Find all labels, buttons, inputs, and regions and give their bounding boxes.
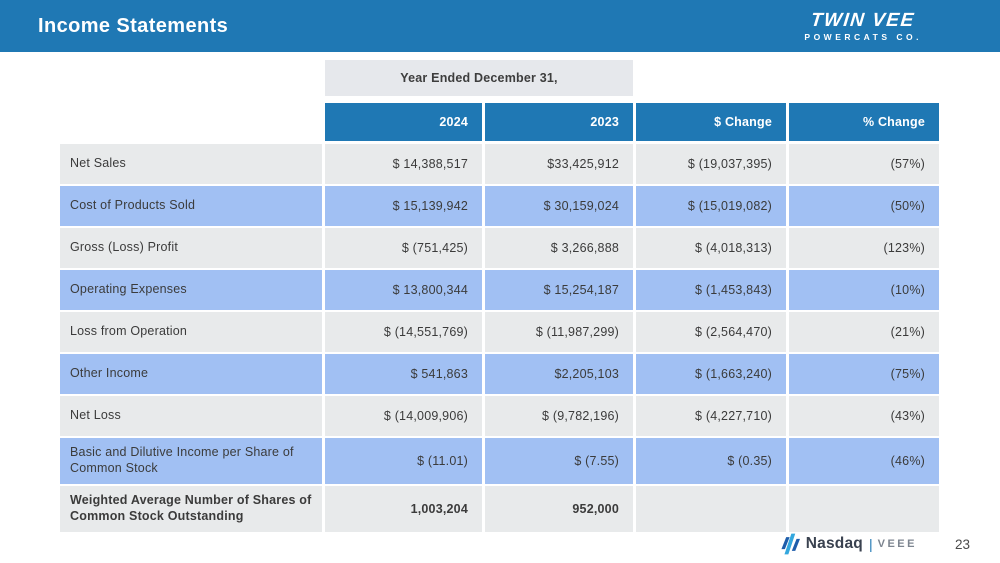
row-label: Cost of Products Sold	[60, 186, 322, 226]
cell-value: 1,003,204	[325, 486, 482, 532]
powercats-subtitle: POWERCATS CO.	[804, 31, 922, 42]
page-number: 23	[954, 536, 970, 552]
cell-value: $ (14,009,906)	[325, 396, 482, 436]
column-header-percent-change: % Change	[789, 103, 939, 141]
cell-value: $ (4,227,710)	[636, 396, 786, 436]
row-label: Operating Expenses	[60, 270, 322, 310]
table-row: Cost of Products Sold $ 15,139,942 $ 30,15…	[60, 186, 940, 226]
year-ended-header: Year Ended December 31,	[325, 60, 633, 96]
cell-value: $ (9,782,196)	[485, 396, 633, 436]
row-label: Loss from Operation	[60, 312, 322, 352]
ticker-symbol: VEEE	[877, 538, 917, 550]
twin-vee-logo: TWIN VEE POWERCATS CO.	[804, 9, 922, 42]
cell-value: $ (19,037,395)	[636, 144, 786, 184]
table-row: Gross (Loss) Profit $ (751,425) $ 3,266,88…	[60, 228, 940, 268]
cell-value: $ (1,453,843)	[636, 270, 786, 310]
row-label: Weighted Average Number of Shares of Com…	[60, 486, 322, 532]
cell-value: $2,205,103	[485, 354, 633, 394]
row-label: Gross (Loss) Profit	[60, 228, 322, 268]
page-title: Income Statements	[38, 14, 229, 37]
table-row: Net Loss $ (14,009,906) $ (9,782,196) $ (4,…	[60, 396, 940, 436]
nasdaq-divider: |	[868, 536, 873, 552]
column-header-2023: 2023	[485, 103, 633, 141]
twin-vee-wordmark: TWIN VEE	[810, 9, 917, 31]
cell-value: $ (15,019,082)	[636, 186, 786, 226]
cell-value: $ 15,254,187	[485, 270, 633, 310]
column-header-label	[60, 103, 322, 141]
cell-value: $ (11,987,299)	[485, 312, 633, 352]
cell-value	[636, 486, 786, 532]
column-header-2024: 2024	[325, 103, 482, 141]
income-statement-table: 2024 2023 $ Change % Change Net Sales $ 1…	[60, 103, 940, 534]
table-row: Net Sales $ 14,388,517 $33,425,912 $ (19,03…	[60, 144, 940, 184]
cell-value: $ (7.55)	[485, 438, 633, 484]
table-row: Weighted Average Number of Shares of Com…	[60, 486, 940, 532]
cell-value: $ (14,551,769)	[325, 312, 482, 352]
cell-value: (21%)	[789, 312, 939, 352]
cell-value: $ (11.01)	[325, 438, 482, 484]
cell-value: $ 14,388,517	[325, 144, 482, 184]
nasdaq-wordmark: Nasdaq	[805, 535, 863, 552]
row-label: Net Sales	[60, 144, 322, 184]
cell-value: (10%)	[789, 270, 939, 310]
slide-footer: Nasdaq | VEEE 23	[781, 533, 970, 555]
cell-value: $ (0.35)	[636, 438, 786, 484]
cell-value: (57%)	[789, 144, 939, 184]
cell-value: $ (1,663,240)	[636, 354, 786, 394]
income-table-body: Net Sales $ 14,388,517 $33,425,912 $ (19,03…	[60, 144, 940, 532]
cell-value: (46%)	[789, 438, 939, 484]
column-header-dollar-change: $ Change	[636, 103, 786, 141]
cell-value: $ 13,800,344	[325, 270, 482, 310]
table-header-row: 2024 2023 $ Change % Change	[60, 103, 940, 141]
row-label: Other Income	[60, 354, 322, 394]
cell-value: $ (751,425)	[325, 228, 482, 268]
cell-value: (43%)	[789, 396, 939, 436]
table-row: Basic and Dilutive Income per Share of C…	[60, 438, 940, 484]
cell-value: (50%)	[789, 186, 939, 226]
row-label: Net Loss	[60, 396, 322, 436]
cell-value: (75%)	[789, 354, 939, 394]
cell-value: 952,000	[485, 486, 633, 532]
cell-value: $ 15,139,942	[325, 186, 482, 226]
cell-value	[789, 486, 939, 532]
cell-value: $ (2,564,470)	[636, 312, 786, 352]
slide-title-bar: Income Statements TWIN VEE POWERCATS CO.	[0, 0, 1000, 52]
cell-value: (123%)	[789, 228, 939, 268]
row-label: Basic and Dilutive Income per Share of C…	[60, 438, 322, 484]
cell-value: $ (4,018,313)	[636, 228, 786, 268]
cell-value: $33,425,912	[485, 144, 633, 184]
cell-value: $ 30,159,024	[485, 186, 633, 226]
nasdaq-icon	[781, 533, 800, 555]
cell-value: $ 3,266,888	[485, 228, 633, 268]
table-row: Loss from Operation $ (14,551,769) $ (11,9…	[60, 312, 940, 352]
nasdaq-logo: Nasdaq | VEEE	[781, 533, 917, 555]
table-row: Operating Expenses $ 13,800,344 $ 15,254,1…	[60, 270, 940, 310]
table-row: Other Income $ 541,863 $2,205,103 $ (1,663,…	[60, 354, 940, 394]
cell-value: $ 541,863	[325, 354, 482, 394]
